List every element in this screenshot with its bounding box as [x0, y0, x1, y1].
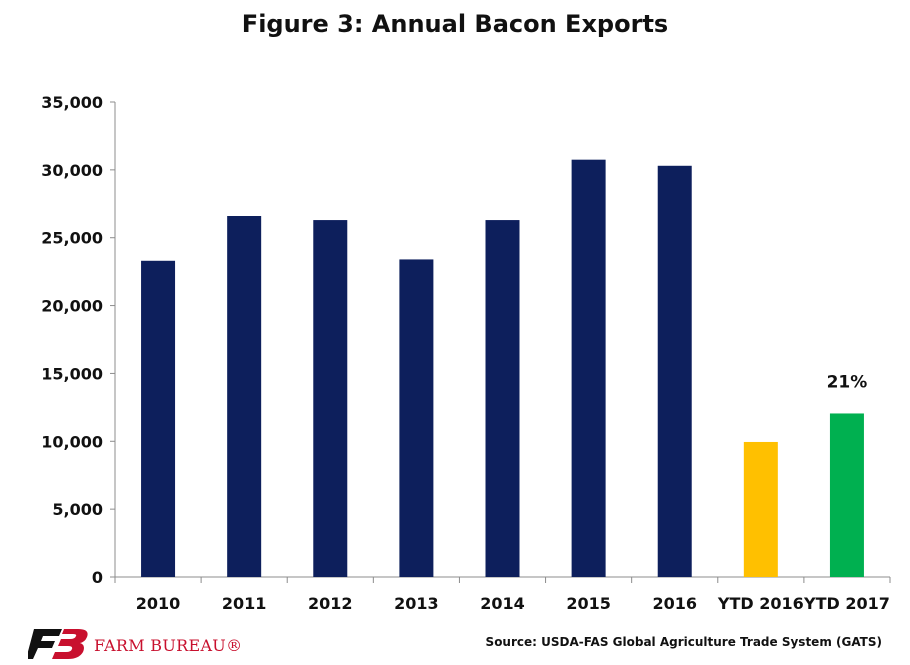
x-tick-label: 2016 — [652, 594, 697, 613]
x-tick-label: 2013 — [394, 594, 439, 613]
x-tick-label: 2012 — [308, 594, 353, 613]
y-tick-label: 30,000 — [41, 161, 103, 180]
bar — [141, 260, 176, 577]
bars — [141, 159, 864, 578]
bar — [227, 216, 262, 577]
bar — [571, 159, 606, 577]
source-note: Source: USDA-FAS Global Agriculture Trad… — [485, 635, 882, 649]
y-tick-label: 10,000 — [41, 432, 103, 451]
farm-bureau-logo-icon — [28, 629, 88, 659]
bar — [829, 413, 864, 577]
chart-title: Figure 3: Annual Bacon Exports — [241, 10, 669, 38]
x-tick-label: YTD 2017 — [803, 594, 890, 613]
x-tick-label: 2014 — [480, 594, 525, 613]
x-tick-label: 2015 — [566, 594, 611, 613]
x-tick-label: 2010 — [136, 594, 181, 613]
farm-bureau-logo-text: FARM BUREAU® — [94, 636, 243, 655]
bar — [399, 259, 434, 577]
y-axis: 0 5,000 10,000 15,000 20,000 25,000 30,000 35,0… — [41, 93, 116, 587]
annotations: 21% — [827, 372, 868, 392]
bar — [313, 220, 348, 578]
farm-bureau-logo: FARM BUREAU® — [28, 627, 242, 661]
y-tick-label: 0 — [92, 568, 103, 587]
data-label: 21% — [827, 372, 868, 392]
x-tick-label: YTD 2016 — [717, 594, 804, 613]
bar — [743, 441, 778, 577]
y-tick-label: 5,000 — [52, 500, 103, 519]
x-axis: 2010 2011 2012 2013 2014 2015 2016 YTD 2016 YTD … — [114, 576, 891, 613]
bar — [485, 220, 520, 578]
y-tick-label: 20,000 — [41, 297, 103, 316]
y-tick-label: 35,000 — [41, 93, 103, 112]
y-tick-label: 25,000 — [41, 229, 103, 248]
y-tick-label: 15,000 — [41, 364, 103, 383]
bar — [657, 165, 692, 578]
x-tick-label: 2011 — [222, 594, 267, 613]
